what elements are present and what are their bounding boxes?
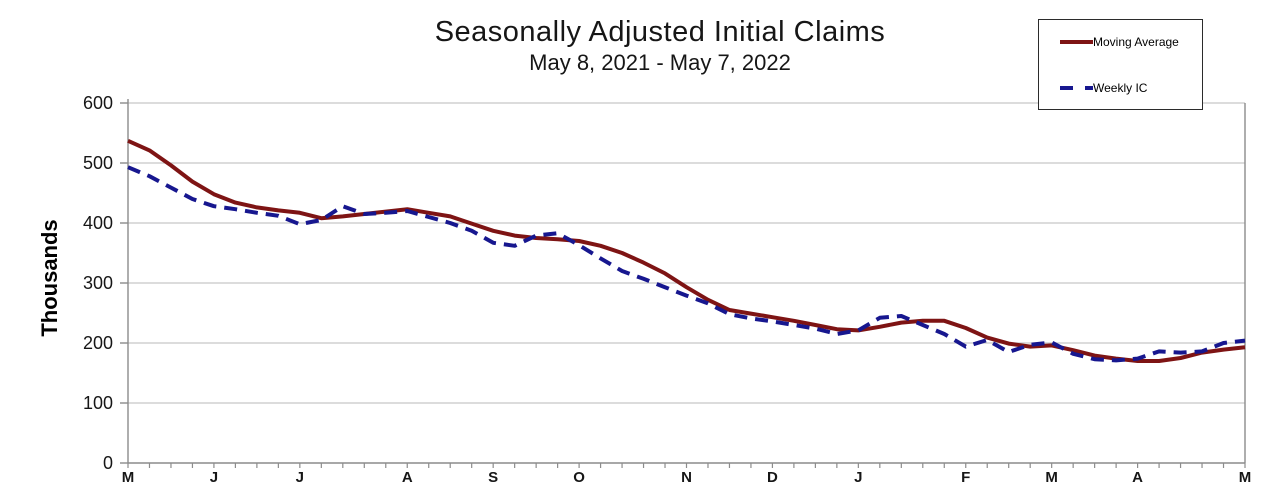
y-tick-label-400: 400 <box>83 213 113 233</box>
legend-swatch-weekly-ic <box>1060 86 1093 90</box>
chart-subtitle: May 8, 2021 - May 7, 2022 <box>529 50 791 75</box>
y-axis-title: Thousands <box>37 219 62 337</box>
x-month-label-0: M <box>122 469 135 486</box>
chart-title: Seasonally Adjusted Initial Claims <box>434 16 886 48</box>
x-month-label-39: F <box>961 469 970 486</box>
legend-item-weekly-ic: Weekly IC <box>1039 81 1147 95</box>
y-tick-label-100: 100 <box>83 393 113 413</box>
legend-swatch-moving-average <box>1060 40 1093 44</box>
y-tick-label-600: 600 <box>83 93 113 113</box>
series-line-moving-average <box>127 138 1246 363</box>
x-month-label-21: O <box>573 469 585 486</box>
x-month-label-30: D <box>767 469 778 486</box>
x-month-label-47: A <box>1132 469 1143 486</box>
legend-item-moving-average: Moving Average <box>1039 35 1179 49</box>
legend-label-moving-average: Moving Average <box>1093 35 1179 49</box>
x-month-label-17: S <box>488 469 498 486</box>
y-tick-label-500: 500 <box>83 153 113 173</box>
x-month-label-4: J <box>210 469 218 486</box>
x-month-label-52: M <box>1239 469 1252 486</box>
legend-box: Moving Average Weekly IC <box>1038 19 1203 110</box>
x-month-label-43: M <box>1045 469 1058 486</box>
series-line-weekly-ic <box>127 165 1246 363</box>
y-tick-label-0: 0 <box>103 453 113 473</box>
y-tick-label-300: 300 <box>83 273 113 293</box>
x-month-label-34: J <box>854 469 862 486</box>
legend-label-weekly-ic: Weekly IC <box>1093 81 1148 95</box>
x-month-label-26: N <box>681 469 692 486</box>
x-month-label-8: J <box>296 469 304 486</box>
y-tick-label-200: 200 <box>83 333 113 353</box>
x-month-label-13: A <box>402 469 413 486</box>
